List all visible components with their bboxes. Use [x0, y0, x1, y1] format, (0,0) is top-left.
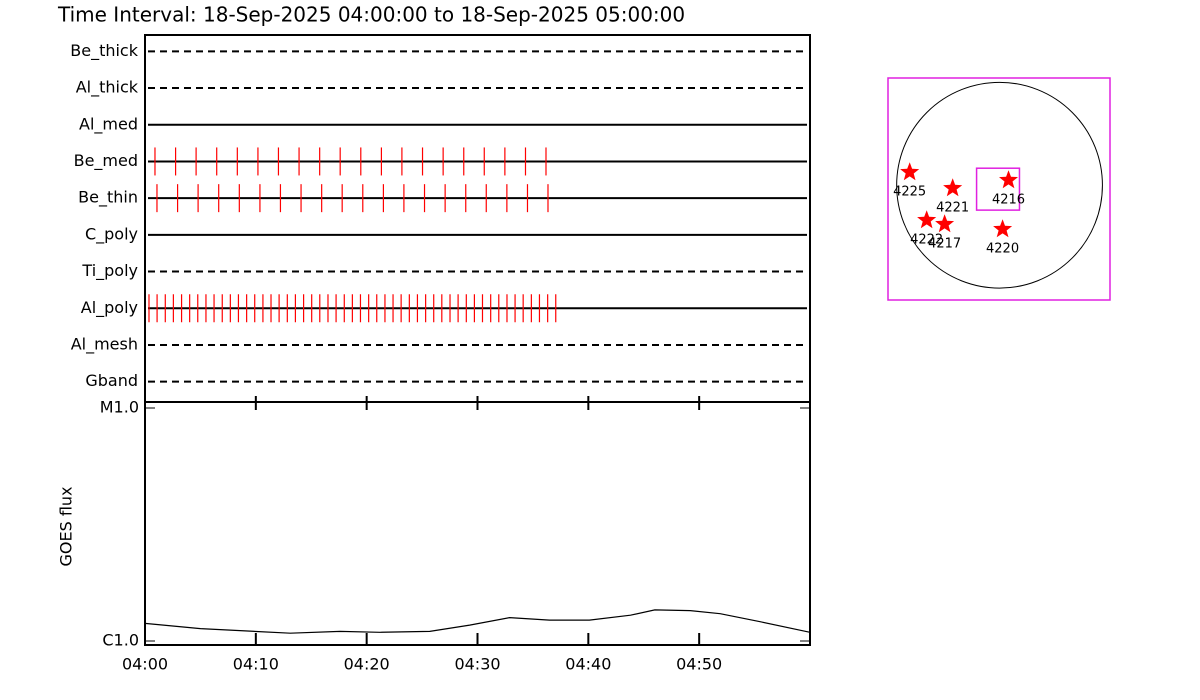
- filter-label: Ti_poly: [81, 261, 138, 281]
- filter-label: Al_mesh: [71, 334, 138, 354]
- filter-label: Be_med: [74, 151, 138, 171]
- map-frame: [887, 77, 1111, 301]
- region-star: [935, 214, 955, 233]
- region-label: 4222: [910, 233, 943, 248]
- region-star: [993, 219, 1013, 238]
- x-tick-label: 04:10: [233, 655, 279, 674]
- region-star: [900, 162, 920, 181]
- region-label: 4225: [893, 185, 926, 200]
- filter-label: Gband: [85, 371, 138, 390]
- region-label: 4221: [936, 201, 969, 216]
- region-label: 4220: [986, 242, 1019, 257]
- page-title: Time Interval: 18-Sep-2025 04:00:00 to 1…: [57, 3, 685, 27]
- filter-label: Be_thick: [70, 41, 138, 61]
- filter-label: C_poly: [85, 224, 138, 244]
- field-of-view: [975, 167, 1021, 211]
- filter-label: Al_med: [79, 114, 138, 134]
- x-tick-label: 04:30: [454, 655, 500, 674]
- region-star: [943, 178, 963, 197]
- x-tick-label: 04:00: [122, 655, 168, 674]
- x-tick-label: 04:20: [344, 655, 390, 674]
- region-star: [999, 170, 1018, 189]
- region-label: 4217: [928, 237, 961, 252]
- filter-label: Be_thin: [78, 188, 138, 208]
- x-tick-label: 04:40: [565, 655, 611, 674]
- y-axis-label: GOES flux: [57, 486, 76, 566]
- solar-limb: [896, 81, 1103, 289]
- panel-frame: [144, 401, 811, 646]
- y-tick-label: C1.0: [102, 631, 139, 650]
- panel-frame: [144, 34, 811, 403]
- goes-curve: [144, 609, 811, 634]
- region-label: 4216: [992, 193, 1025, 208]
- x-tick-label: 04:50: [676, 655, 722, 674]
- y-tick-label: M1.0: [100, 398, 139, 417]
- filter-label: Al_poly: [81, 298, 138, 318]
- filter-label: Al_thick: [76, 78, 139, 98]
- region-star: [917, 210, 937, 229]
